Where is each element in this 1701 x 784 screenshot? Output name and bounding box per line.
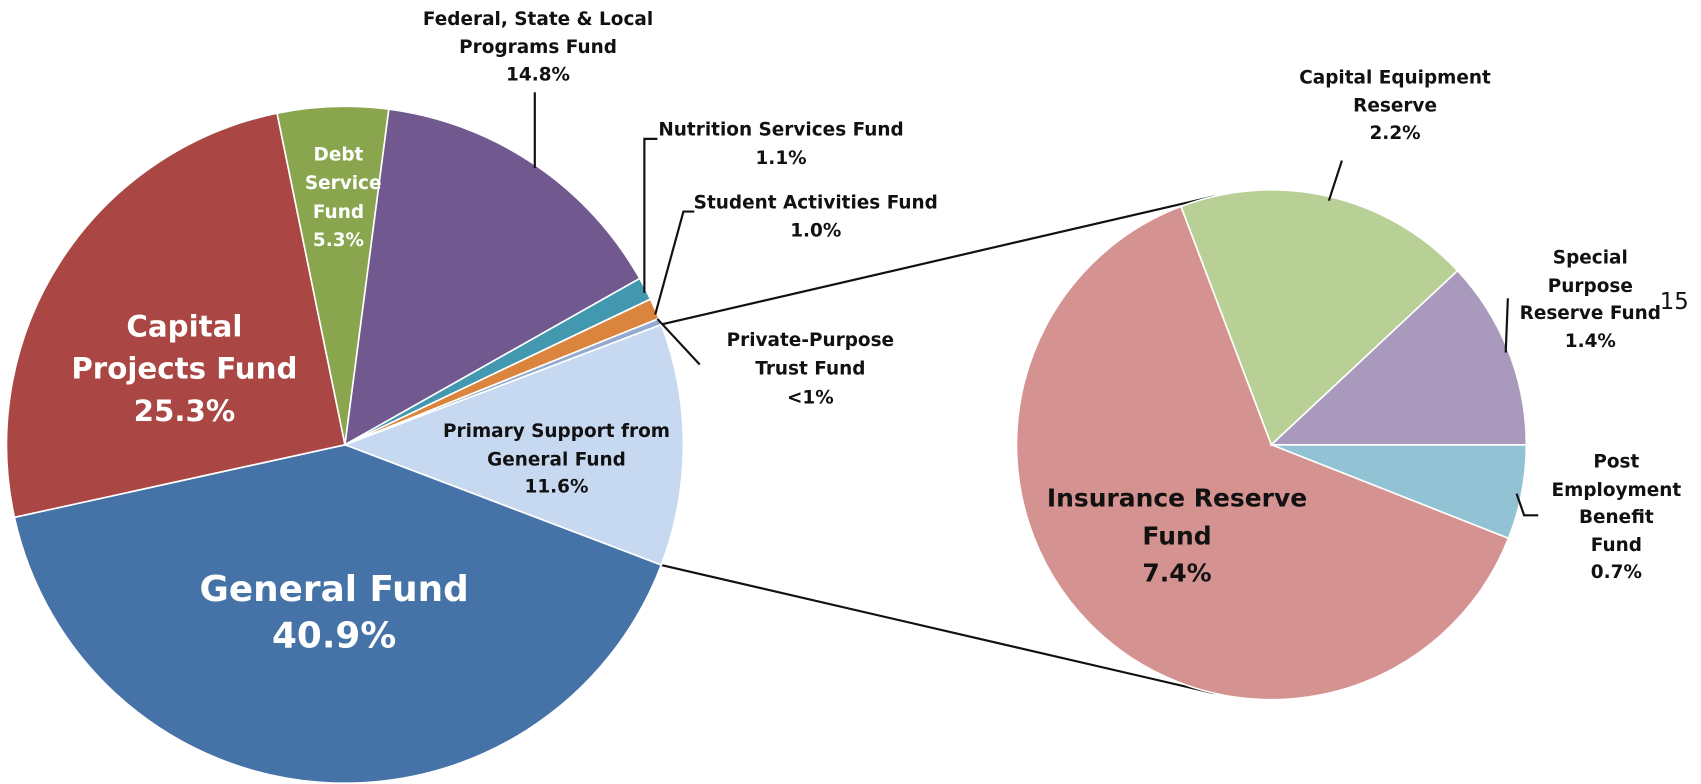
pie-slice: [1269, 269, 1528, 446]
slice-value: 5.3%: [312, 230, 365, 252]
slice-name: Nutrition Services Fund: [658, 119, 904, 142]
annotation: 15: [1659, 288, 1689, 315]
slice-label: Insurance Reserve Fund 7.4%: [1041, 481, 1312, 593]
slice-value: 1.1%: [755, 147, 807, 170]
slice-name: Primary Support from General Fund: [443, 420, 670, 471]
slice-name: Private-Purpose Trust Fund: [726, 329, 895, 381]
slice-value: 25.3%: [133, 395, 236, 429]
slice-label: General Fund 40.9%: [161, 566, 508, 659]
slice-name: Capital Equipment Reserve: [1299, 67, 1491, 117]
leader-line: [1515, 493, 1539, 517]
slice-value: 11.6%: [524, 476, 589, 498]
slice-label: Federal, State & Local Programs Fund 14.8…: [413, 7, 663, 90]
slice-value: 1.0%: [790, 220, 842, 243]
slice-name: Special Purpose Reserve Fund: [1519, 247, 1661, 325]
leader-line: [1327, 160, 1343, 202]
connector-line: [661, 195, 1215, 326]
pie: [1015, 189, 1528, 701]
slice-label: Nutrition Services Fund 1.1%: [635, 116, 928, 173]
slice-name: General Fund: [199, 567, 469, 610]
slice-value: <1%: [786, 386, 834, 409]
connector-line: [661, 563, 1215, 695]
slice-label: Private-Purpose Trust Fund <1%: [724, 327, 898, 413]
leader-line: [643, 137, 658, 293]
slice-value: 14.8%: [506, 64, 571, 86]
slice-value: 40.9%: [272, 613, 397, 657]
slice-value: 2.2%: [1369, 122, 1421, 145]
slice-label: Debt Service Fund 5.3%: [304, 141, 382, 255]
pie-slice: [13, 443, 663, 784]
slice-name: Student Activities Fund: [693, 192, 938, 214]
slice-name: Federal, State & Local Programs Fund: [422, 8, 654, 59]
slice-label: Student Activities Fund 1.0%: [669, 189, 962, 246]
slice-value: 7.4%: [1142, 559, 1212, 588]
leader-line: [656, 318, 701, 366]
leader-line: [1504, 298, 1509, 353]
connector-lines: [661, 195, 1215, 695]
slice-label: Post Employment Benefit Fund 0.7%: [1551, 449, 1682, 587]
pie: [5, 105, 685, 784]
leader-lines: [533, 92, 1539, 517]
slice-value: 1.4%: [1564, 330, 1616, 353]
pie-slice: [342, 323, 685, 567]
slice-name: Post Employment Benefit Fund: [1551, 451, 1682, 556]
slice-name: Capital Projects Fund: [71, 310, 298, 387]
slice-label: Capital Projects Fund 25.3%: [54, 306, 314, 433]
leader-line: [654, 210, 695, 315]
slice-label: Special Purpose Reserve Fund 1.4%: [1509, 245, 1672, 356]
slice-name: Debt Service Fund: [304, 144, 382, 224]
slice-name: Insurance Reserve Fund: [1046, 484, 1308, 551]
slice-label: Capital Equipment Reserve 2.2%: [1297, 65, 1492, 148]
slice-value: 0.7%: [1590, 561, 1642, 584]
pie-slice: [5, 112, 346, 519]
pie-slice: [1015, 205, 1510, 701]
slice-label: Primary Support from General Fund 11.6%: [437, 419, 676, 502]
pie-slice: [1179, 189, 1459, 447]
